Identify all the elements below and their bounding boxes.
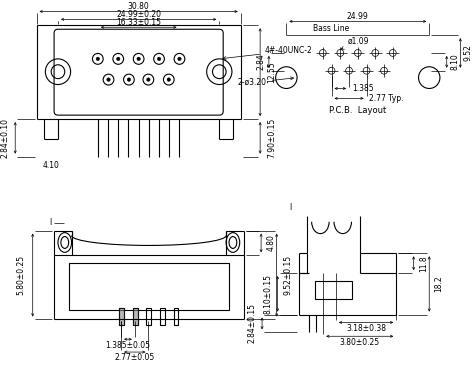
Circle shape: [107, 78, 110, 81]
Bar: [146, 308, 151, 326]
Text: 24.99±0.20: 24.99±0.20: [116, 10, 161, 19]
Text: 4.80: 4.80: [266, 234, 275, 251]
Bar: [173, 308, 179, 326]
Text: 12.55: 12.55: [267, 61, 276, 83]
Bar: [119, 308, 124, 326]
Text: 2.77 Typ.: 2.77 Typ.: [369, 94, 404, 103]
Bar: [133, 308, 137, 326]
Circle shape: [146, 78, 150, 81]
Text: 8.10±0.15: 8.10±0.15: [264, 274, 273, 314]
Text: 18.2: 18.2: [435, 275, 444, 292]
Circle shape: [137, 57, 140, 61]
Text: 4#-40UNC-2: 4#-40UNC-2: [223, 47, 313, 60]
Text: 7.90±0.15: 7.90±0.15: [267, 118, 276, 158]
Bar: [69, 263, 229, 310]
Text: 3.18±0.38: 3.18±0.38: [346, 324, 386, 333]
Circle shape: [96, 57, 100, 61]
Text: 3.80±0.25: 3.80±0.25: [339, 338, 379, 347]
Text: 2.84±0.10: 2.84±0.10: [1, 118, 10, 158]
Bar: [119, 308, 124, 326]
Text: 4.10: 4.10: [43, 161, 60, 170]
Bar: [315, 281, 353, 299]
Text: 9.52: 9.52: [464, 45, 473, 61]
Text: 24.99: 24.99: [346, 12, 368, 21]
Bar: [133, 308, 137, 326]
Circle shape: [117, 57, 120, 61]
Text: 2.84: 2.84: [256, 54, 265, 70]
Text: 30.80: 30.80: [128, 2, 149, 11]
Text: Bass Line: Bass Line: [313, 24, 349, 33]
Circle shape: [178, 57, 181, 61]
Text: 16.33±0.15: 16.33±0.15: [116, 18, 161, 27]
Text: 2.77±0.05: 2.77±0.05: [115, 353, 155, 362]
Text: l: l: [49, 218, 51, 227]
Text: 2.84±0.15: 2.84±0.15: [248, 303, 257, 343]
Circle shape: [127, 78, 131, 81]
Text: 1.385: 1.385: [352, 84, 374, 93]
Circle shape: [167, 78, 171, 81]
Text: 9.52±0.15: 9.52±0.15: [284, 255, 293, 295]
Text: 11.8: 11.8: [419, 255, 428, 272]
Circle shape: [157, 57, 161, 61]
Text: 8.10: 8.10: [450, 54, 459, 70]
Text: 2-ø3.20: 2-ø3.20: [238, 77, 293, 87]
Text: ø1.09: ø1.09: [341, 36, 370, 49]
Bar: [160, 308, 165, 326]
Text: 5.80±0.25: 5.80±0.25: [17, 255, 26, 295]
Text: 1.385±0.05: 1.385±0.05: [105, 341, 150, 350]
Text: l: l: [289, 203, 291, 212]
Text: P.C.B.  Layout: P.C.B. Layout: [329, 106, 386, 115]
